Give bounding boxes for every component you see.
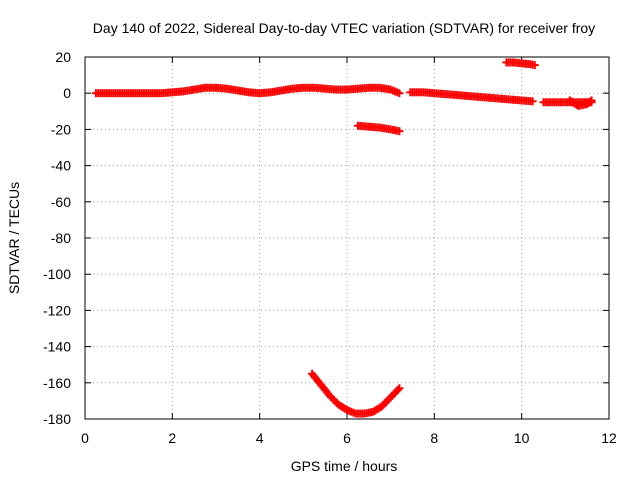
chart-title: Day 140 of 2022, Sidereal Day-to-day VTE… [93,20,595,36]
x-tick-label: 8 [430,430,438,446]
series-3 [565,96,596,110]
y-tick-label: 20 [55,49,71,65]
y-tick-labels: 20 0 -20 -40 -60 -80 -100 -120 -140 -160 -180 [43,49,609,427]
data-point [530,61,539,70]
x-tick-label: 12 [601,430,617,446]
data-points [91,58,596,418]
series-1 [406,88,537,106]
x-tick-label: 2 [168,430,176,446]
y-tick-label: -60 [51,194,71,210]
x-tick-labels: 0 2 4 6 8 10 12 [81,57,617,446]
x-tick-label: 4 [256,430,264,446]
x-tick-label: 6 [343,430,351,446]
grid-lines [85,57,609,419]
data-point [528,97,537,106]
y-tick-label: -120 [43,302,71,318]
series-4 [353,121,404,136]
x-tick-label: 0 [81,430,89,446]
y-tick-label: -80 [51,230,71,246]
y-tick-label: -100 [43,266,71,282]
x-axis-label: GPS time / hours [291,458,398,474]
plot-frame [84,56,610,420]
series-5 [502,58,539,70]
data-point [395,89,404,98]
x-tick-label: 10 [514,430,530,446]
data-point [395,127,404,136]
data-point [395,384,404,393]
y-tick-label: -180 [43,411,71,427]
data-point [393,385,402,394]
y-tick-label: 0 [63,85,71,101]
series-0 [91,83,404,98]
y-tick-label: -160 [43,375,71,391]
y-tick-label: -40 [51,158,71,174]
data-point [586,97,595,106]
y-tick-label: -140 [43,339,71,355]
y-axis-label: SDTVAR / TECUs [6,182,22,294]
series-6 [308,369,404,418]
y-tick-label: -20 [51,121,71,137]
data-point [587,96,596,105]
